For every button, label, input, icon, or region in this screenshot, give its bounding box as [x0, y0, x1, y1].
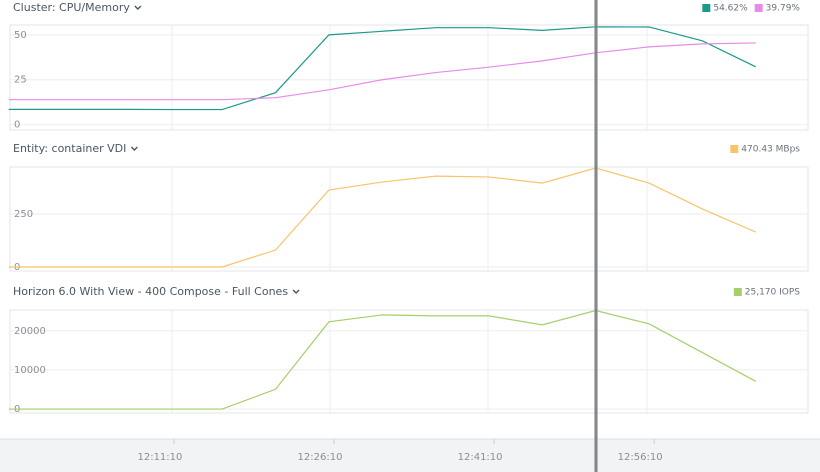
legend-swatch: [702, 4, 711, 12]
plot-frame: [9, 166, 809, 272]
chart-title[interactable]: Cluster: CPU/Memory: [13, 1, 130, 14]
y-tick-label: 10000: [14, 365, 46, 376]
chart-title[interactable]: Entity: container VDI: [13, 142, 126, 155]
chart-title[interactable]: Horizon 6.0 With View - 400 Compose - Fu…: [13, 285, 288, 298]
legend-label: 25,170 IOPS: [745, 288, 801, 298]
x-tick-label: 12:26:10: [298, 452, 343, 463]
legend-label: 54.62%: [713, 4, 748, 14]
x-tick-label: 12:41:10: [458, 452, 503, 463]
y-tick-label: 250: [14, 209, 33, 220]
legend-swatch: [754, 4, 763, 12]
vertical-grid: [171, 25, 648, 413]
legend-label: 470.43 MBps: [741, 145, 800, 155]
y-tick-label: 20000: [14, 326, 46, 337]
legend-swatch: [730, 145, 739, 153]
dropdown-chevron: [130, 146, 138, 151]
x-tick-label: 12:11:10: [137, 452, 182, 463]
x-tick-label: 12:56:10: [618, 452, 663, 463]
timeline-bar: [0, 439, 820, 472]
series-line: [8, 167, 756, 268]
series-line: [8, 309, 756, 410]
y-tick-label: 50: [14, 30, 27, 41]
series-line: [8, 42, 756, 101]
legend-label: 39.79%: [766, 4, 801, 14]
series-line: [8, 26, 756, 111]
y-tick-label: 25: [14, 75, 27, 86]
dropdown-chevron: [292, 289, 300, 294]
y-tick-label: 0: [14, 120, 20, 131]
legend-swatch: [733, 288, 742, 296]
dropdown-chevron: [134, 5, 142, 10]
plot-frame: [9, 309, 809, 414]
plot-frame: [9, 24, 809, 131]
